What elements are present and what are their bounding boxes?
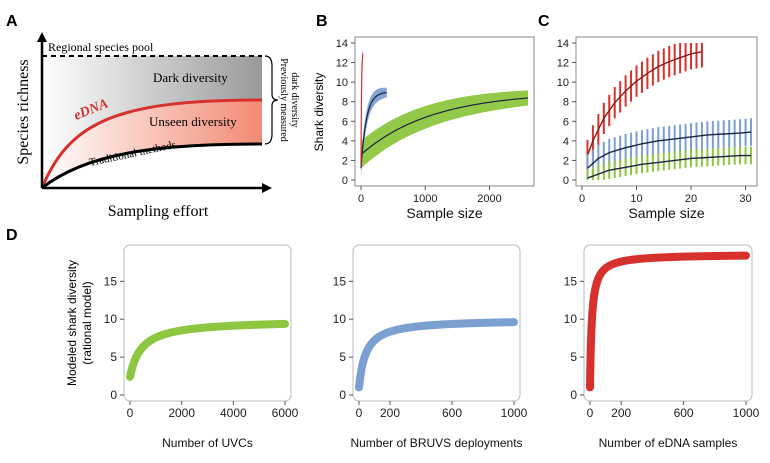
- B-x-tick-label: 1000: [413, 193, 437, 205]
- b-mean-uvc: [360, 97, 529, 156]
- dark-diversity-label: Dark diversity: [153, 70, 228, 85]
- D1-x-tick-label: 2000: [168, 406, 195, 420]
- D3-x-tick-label: 1000: [733, 406, 760, 420]
- D3-x-tick-label: 600: [674, 406, 694, 420]
- B-y-tick-label: 6: [342, 116, 348, 128]
- panel-letter-c: C: [538, 13, 550, 30]
- B-x-tick-label: 0: [358, 193, 364, 205]
- brace-label-2: dark diversity: [289, 72, 300, 127]
- D2-x-tick-label: 1000: [501, 406, 528, 420]
- brace: [264, 55, 279, 145]
- a-ylabel: Species richness: [15, 59, 32, 164]
- chart-b: 0 1000 2000 0 2 4 6 8 10 12 14 Sample size Shark div…: [312, 36, 535, 221]
- C-y-tick-label: 12: [557, 58, 569, 70]
- b-band-bruvs: [361, 87, 387, 178]
- D2-xlabel: Number of BRUVS deployments: [350, 436, 522, 450]
- B-y-tick-label: 4: [342, 136, 348, 148]
- panel-letter-a: A: [6, 13, 18, 30]
- D1-y-tick-label: 5: [110, 350, 117, 364]
- D3-y-tick-label: 15: [564, 274, 578, 288]
- unseen-diversity-label: Unseen diversity: [149, 114, 237, 129]
- b-mean-edna: [360, 53, 364, 166]
- B-y-tick-label: 12: [336, 58, 348, 70]
- C-y-tick-label: 10: [557, 77, 569, 89]
- C-x-tick-label: 30: [739, 193, 751, 205]
- D3-y-tick-label: 0: [570, 388, 577, 402]
- B-xlabel: Sample size: [406, 205, 482, 221]
- D3-x-tick-label: 200: [611, 406, 631, 420]
- B-y-tick-label: 14: [336, 38, 348, 50]
- a-xlabel: Sampling effort: [108, 203, 209, 220]
- D1-y-tick-label: 0: [110, 388, 117, 402]
- traditional-curve: [41, 142, 263, 190]
- panel-letter-b: B: [316, 13, 328, 30]
- D1-xlabel: Number of UVCs: [162, 436, 253, 450]
- b-ylabel: Shark diversity: [312, 73, 326, 152]
- brace-label-1: Previously measured: [278, 58, 289, 142]
- D1-frame: [123, 244, 292, 402]
- D2-y-tick-label: 0: [339, 388, 346, 402]
- chart-d-edna: 0 200 600 1000 0 5 10 15 Number of eDNA samples: [564, 244, 760, 450]
- C-x-tick-label: 0: [579, 193, 585, 205]
- a-y-arrow-icon: [37, 32, 47, 42]
- C-y-tick-label: 2: [563, 155, 569, 167]
- C-xlabel: Sample size: [628, 205, 704, 221]
- C-x-tick-label: 10: [630, 193, 642, 205]
- chart-d-uvc: 0 2000 4000 6000 0 5 10 15 Number of UVCs Modeled…: [65, 244, 299, 450]
- b-mean-bruvs: [360, 91, 387, 169]
- D3-x-tick-label: 0: [587, 406, 594, 420]
- B-y-tick-label: 8: [342, 97, 348, 109]
- chart-c: 0 10 20 30 0 2 4 6 8 10 12 14 Sample size: [557, 36, 758, 221]
- dark-diversity-region: [42, 56, 262, 188]
- d2-curve-bruvs: [355, 318, 518, 392]
- C-x-tick-label: 20: [685, 193, 697, 205]
- d1-curve-uvc: [126, 319, 289, 381]
- C-y-tick-label: 0: [563, 175, 569, 187]
- D1-y-tick-label: 10: [104, 312, 118, 326]
- D2-y-tick-label: 15: [333, 274, 347, 288]
- panel-letter-d: D: [6, 227, 18, 244]
- D3-y-tick-label: 5: [570, 350, 577, 364]
- d-ylabel: Modeled shark diversity: [65, 260, 79, 386]
- B-y-tick-label: 2: [342, 155, 348, 167]
- C-y-tick-label: 4: [563, 136, 569, 148]
- D2-y-tick-label: 5: [339, 350, 346, 364]
- C-y-tick-label: 14: [557, 38, 569, 50]
- a-x-arrow-icon: [262, 183, 272, 193]
- D2-frame: [352, 244, 521, 402]
- edna-curve: [40, 98, 263, 189]
- D3-xlabel: Number of eDNA samples: [599, 436, 738, 450]
- d3-curve-edna: [586, 251, 750, 392]
- D2-x-tick-label: 600: [442, 406, 462, 420]
- regional-pool-label: Regional species pool: [48, 40, 154, 54]
- D3-y-tick-label: 10: [564, 312, 578, 326]
- d-ylabel-2: (rational model): [80, 281, 94, 364]
- c-mean-bruvs: [586, 131, 752, 169]
- D2-y-tick-label: 10: [333, 312, 347, 326]
- b-band-uvc: [361, 90, 528, 169]
- D1-x-tick-label: 0: [127, 406, 134, 420]
- B-frame: [354, 36, 535, 187]
- D1-y-tick-label: 15: [104, 274, 118, 288]
- chart-d-bruvs: 0 200 600 1000 0 5 10 15 Number of BRUVS deploym…: [333, 244, 528, 450]
- unseen-diversity-region: [42, 100, 262, 188]
- C-frame: [575, 36, 758, 187]
- panel-a: A Regional species pool Dark diversity U…: [6, 13, 300, 220]
- D1-x-tick-label: 4000: [220, 406, 247, 420]
- D2-x-tick-label: 200: [380, 406, 400, 420]
- B-y-tick-label: 10: [336, 77, 348, 89]
- c-mean-edna: [586, 51, 703, 156]
- D2-x-tick-label: 0: [356, 406, 363, 420]
- c-mean-uvc: [587, 154, 751, 179]
- D1-x-tick-label: 6000: [272, 406, 299, 420]
- D3-frame: [583, 244, 753, 402]
- B-x-tick-label: 2000: [477, 193, 501, 205]
- C-y-tick-label: 8: [563, 97, 569, 109]
- B-y-tick-label: 0: [342, 175, 348, 187]
- C-y-tick-label: 6: [563, 116, 569, 128]
